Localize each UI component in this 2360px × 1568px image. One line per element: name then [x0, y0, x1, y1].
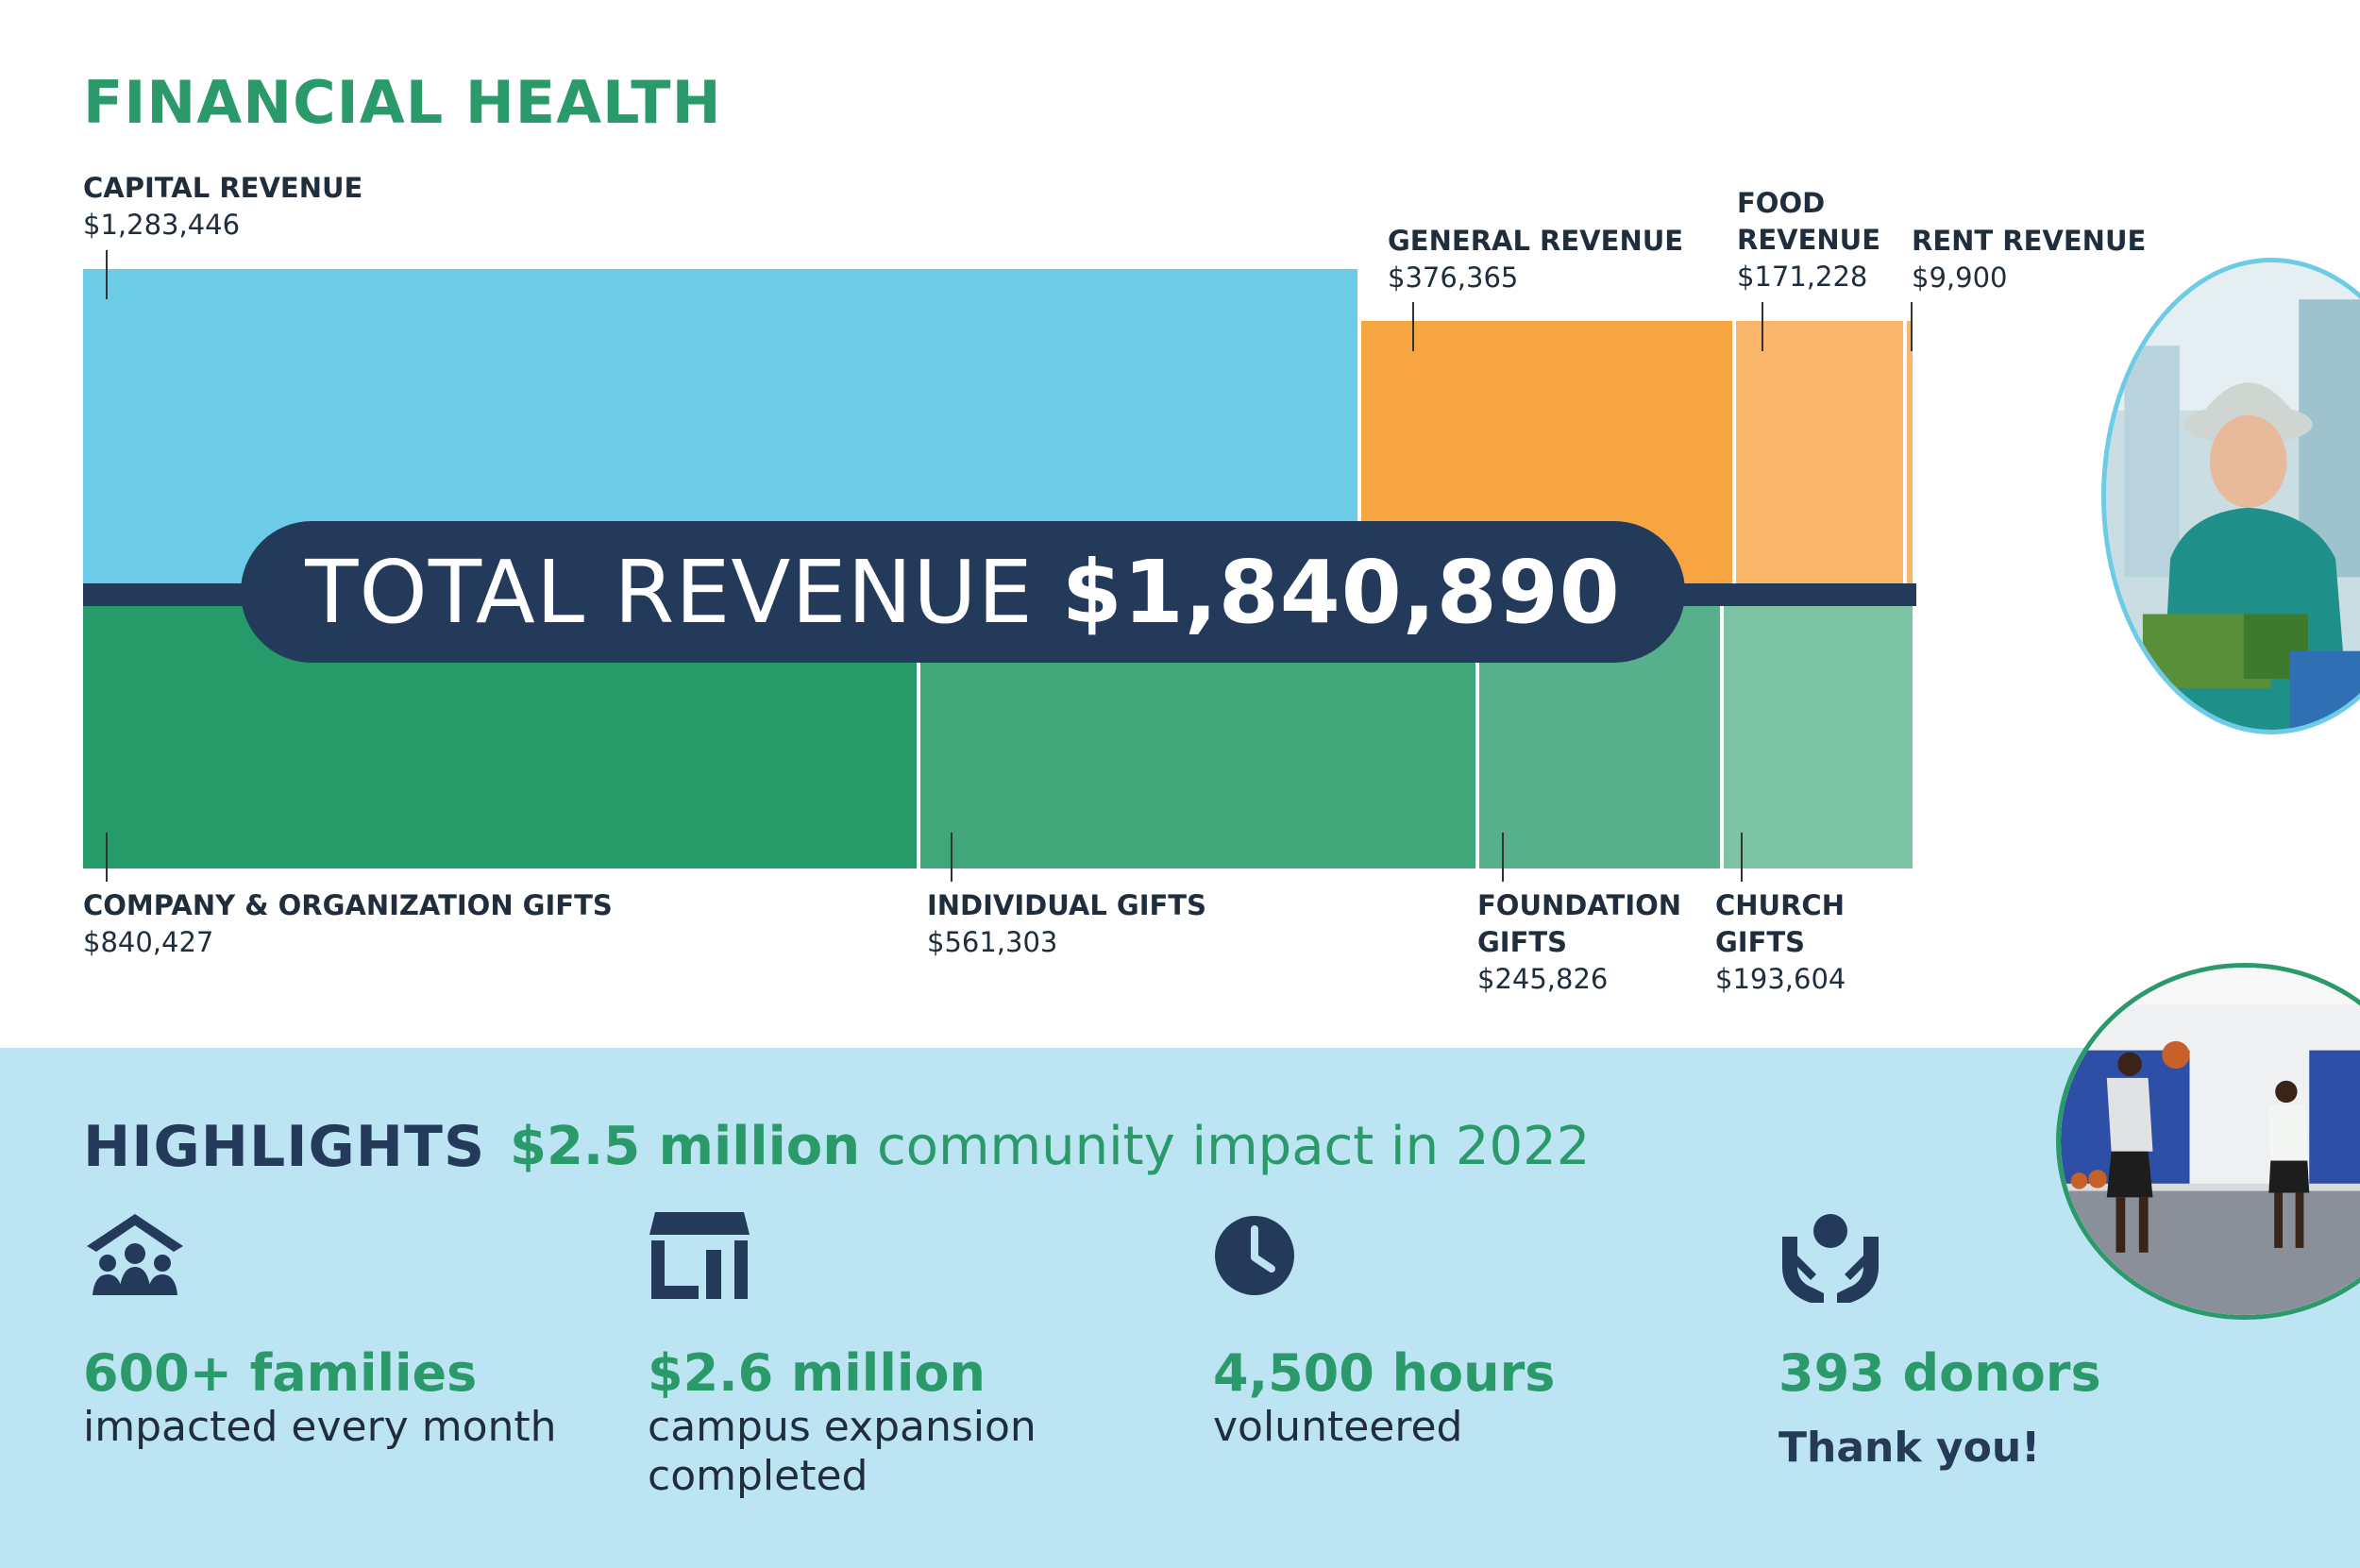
total-revenue-pill: TOTAL REVENUE $1,840,890	[241, 521, 1685, 663]
foundation-tick	[1502, 833, 1504, 882]
food-revenue-block	[1735, 321, 1903, 595]
company-label-value: $840,427	[83, 926, 214, 958]
total-revenue-label: TOTAL REVENUE	[305, 541, 1034, 643]
rent-label-name: RENT REVENUE	[1912, 225, 2147, 257]
stat-donors: 393 donors Thank you!	[1778, 1208, 2101, 1472]
food-label-name-2: REVENUE	[1737, 224, 1881, 256]
stat-families: 600+ families impacted every month	[83, 1208, 557, 1452]
food-label-value: $171,228	[1737, 261, 1868, 293]
church-label-value: $193,604	[1715, 963, 1846, 995]
capital-label-value: $1,283,446	[83, 209, 241, 241]
individual-label: INDIVIDUAL GIFTS $561,303	[927, 887, 1206, 961]
individual-label-value: $561,303	[927, 926, 1058, 958]
clock-icon	[1215, 1216, 1294, 1295]
donor-hands-icon	[1782, 1214, 1879, 1303]
rent-label: RENT REVENUE $9,900	[1912, 223, 2146, 296]
highlights-section	[0, 1048, 2360, 1568]
store-icon	[649, 1212, 750, 1299]
stat-families-value: 600+ families	[83, 1343, 478, 1403]
food-label-name-1: FOOD	[1737, 187, 1826, 219]
individual-label-name: INDIVIDUAL GIFTS	[927, 889, 1206, 921]
company-tick	[106, 833, 108, 882]
church-tick	[1741, 833, 1743, 882]
church-label-name-2: GIFTS	[1715, 926, 1806, 958]
company-label: COMPANY & ORGANIZATION GIFTS $840,427	[83, 887, 613, 961]
stat-expansion-value: $2.6 million	[648, 1343, 986, 1403]
rent-tick	[1911, 302, 1913, 351]
stat-hours-desc: volunteered	[1213, 1403, 1463, 1451]
foundation-label-value: $245,826	[1477, 963, 1609, 995]
stat-expansion-desc-1: campus expansion	[648, 1403, 1037, 1451]
stat-donors-value: 393 donors	[1778, 1343, 2101, 1403]
page-title: FINANCIAL HEALTH	[83, 68, 722, 137]
church-label-name-1: CHURCH	[1715, 889, 1845, 921]
rent-revenue-block	[1906, 321, 1913, 595]
company-label-name: COMPANY & ORGANIZATION GIFTS	[83, 889, 613, 921]
volunteer-photo-image	[2106, 262, 2360, 730]
general-label-name: GENERAL REVENUE	[1388, 225, 1684, 257]
individual-tick	[951, 833, 952, 882]
food-label: FOOD REVENUE $171,228	[1737, 185, 1880, 295]
church-label: CHURCH GIFTS $193,604	[1715, 887, 1846, 998]
stat-hours: 4,500 hours volunteered	[1213, 1208, 1555, 1452]
foundation-label-name-1: FOUNDATION	[1477, 889, 1682, 921]
capital-label-name: CAPITAL REVENUE	[83, 172, 363, 204]
church-gifts-block	[1724, 595, 1913, 868]
family-home-icon	[87, 1214, 183, 1295]
general-tick	[1412, 302, 1414, 351]
general-label-value: $376,365	[1388, 261, 1519, 294]
general-label: GENERAL REVENUE $376,365	[1388, 223, 1683, 296]
capital-tick	[106, 250, 108, 299]
highlights-subtitle-amount: $2.5 million	[510, 1116, 861, 1177]
foundation-label-name-2: GIFTS	[1477, 926, 1568, 958]
food-tick	[1762, 302, 1763, 351]
highlights-subtitle-text: community impact in 2022	[860, 1116, 1591, 1177]
thank-you-text: Thank you!	[1778, 1424, 2041, 1472]
highlights-subtitle: $2.5 million community impact in 2022	[510, 1116, 1590, 1177]
stat-expansion: $2.6 million campus expansion completed	[648, 1208, 1037, 1501]
stat-expansion-desc-2: completed	[648, 1452, 868, 1500]
volunteer-photo	[2101, 258, 2360, 734]
rent-label-value: $9,900	[1912, 261, 2008, 294]
highlights-title: HIGHLIGHTS	[83, 1114, 486, 1180]
stat-hours-value: 4,500 hours	[1213, 1343, 1556, 1403]
total-revenue-value: $1,840,890	[1061, 541, 1621, 643]
capital-label: CAPITAL REVENUE $1,283,446	[83, 170, 362, 244]
foundation-label: FOUNDATION GIFTS $245,826	[1477, 887, 1681, 998]
stat-families-desc: impacted every month	[83, 1403, 557, 1451]
